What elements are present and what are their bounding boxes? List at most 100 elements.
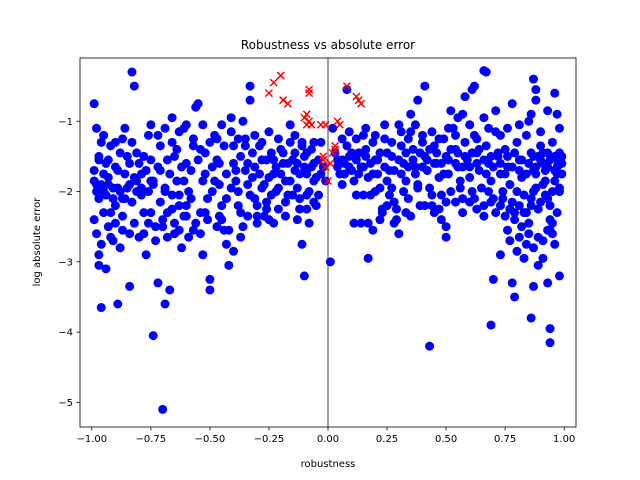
data-point-circle: [481, 169, 491, 179]
data-point-circle: [479, 201, 489, 211]
data-point-circle: [132, 148, 142, 158]
data-point-x: [331, 145, 340, 154]
data-point-circle: [264, 127, 274, 137]
data-point-circle: [401, 176, 411, 186]
data-point-circle: [167, 137, 177, 147]
data-point-circle: [524, 116, 534, 126]
data-point-circle: [191, 218, 201, 228]
data-point-circle: [342, 141, 352, 151]
data-point-circle: [203, 194, 213, 204]
data-point-circle: [521, 239, 531, 249]
data-point-circle: [125, 158, 135, 168]
data-point-circle: [510, 148, 520, 158]
data-point-circle: [212, 134, 222, 144]
data-point-circle: [262, 155, 272, 165]
data-point-circle: [521, 130, 531, 140]
data-point-circle: [226, 127, 236, 137]
data-point-circle: [143, 187, 153, 197]
data-point-circle: [186, 194, 196, 204]
data-point-circle: [436, 190, 446, 200]
data-point-circle: [318, 162, 328, 172]
data-point-circle: [356, 218, 366, 228]
data-point-circle: [552, 109, 562, 119]
data-point-circle: [302, 169, 312, 179]
data-point-circle: [231, 165, 241, 175]
data-point-circle: [94, 250, 104, 260]
data-point-circle: [236, 208, 246, 218]
data-point-circle: [531, 169, 541, 179]
data-point-circle: [434, 134, 444, 144]
data-point-circle: [427, 201, 437, 211]
data-point-circle: [146, 155, 156, 165]
data-point-circle: [453, 148, 463, 158]
data-point-circle: [370, 187, 380, 197]
data-point-circle: [162, 232, 172, 242]
data-point-circle: [396, 127, 406, 137]
data-point-circle: [484, 123, 494, 133]
data-point-circle: [167, 113, 177, 123]
data-point-circle: [257, 183, 267, 193]
data-point-circle: [528, 74, 538, 84]
data-point-circle: [110, 162, 120, 172]
data-point-circle: [401, 148, 411, 158]
data-point-x: [276, 71, 285, 80]
data-point-circle: [538, 148, 548, 158]
data-point-circle: [403, 162, 413, 172]
data-point-circle: [155, 141, 165, 151]
data-point-circle: [472, 204, 482, 214]
data-point-circle: [554, 123, 564, 133]
data-point-circle: [280, 197, 290, 207]
data-point-circle: [361, 151, 371, 161]
data-point-circle: [302, 190, 312, 200]
data-point-circle: [479, 66, 489, 76]
data-point-circle: [210, 176, 220, 186]
data-point-x: [264, 89, 273, 98]
data-point-circle: [545, 324, 555, 334]
data-point-circle: [299, 162, 309, 172]
data-point-circle: [396, 141, 406, 151]
data-point-circle: [505, 236, 515, 246]
data-point-circle: [394, 155, 404, 165]
data-point-circle: [321, 176, 331, 186]
x-tick-label: 0.00: [317, 434, 339, 445]
data-point-circle: [155, 197, 165, 207]
data-point-circle: [148, 331, 158, 341]
data-point-circle: [198, 120, 208, 130]
data-point-circle: [526, 201, 536, 211]
data-point-circle: [436, 158, 446, 168]
data-point-circle: [550, 176, 560, 186]
data-point-circle: [292, 158, 302, 168]
data-point-circle: [309, 176, 319, 186]
data-point-circle: [495, 158, 505, 168]
data-point-circle: [127, 137, 137, 147]
plot-inner: [89, 58, 567, 427]
data-point-circle: [240, 141, 250, 151]
data-point-circle: [425, 341, 435, 351]
y-tick-label: −5: [58, 398, 73, 409]
data-point-x: [352, 92, 361, 101]
data-point-circle: [151, 236, 161, 246]
data-point-circle: [108, 194, 118, 204]
data-point-circle: [358, 190, 368, 200]
data-point-circle: [427, 127, 437, 137]
data-point-circle: [370, 130, 380, 140]
data-point-circle: [169, 218, 179, 228]
data-point-circle: [434, 204, 444, 214]
data-point-circle: [273, 183, 283, 193]
data-point-circle: [526, 109, 536, 119]
data-point-circle: [245, 81, 255, 91]
data-point-circle: [538, 253, 548, 263]
data-point-circle: [285, 176, 295, 186]
data-point-circle: [441, 222, 451, 232]
data-point-circle: [259, 211, 269, 221]
data-point-circle: [344, 162, 354, 172]
data-point-circle: [132, 176, 142, 186]
data-point-circle: [375, 148, 385, 158]
data-point-x: [319, 152, 328, 161]
data-point-circle: [205, 285, 215, 295]
data-point-circle: [217, 201, 227, 211]
data-point-circle: [127, 197, 137, 207]
data-point-circle: [503, 151, 513, 161]
data-point-circle: [106, 232, 116, 242]
data-point-circle: [148, 180, 158, 190]
